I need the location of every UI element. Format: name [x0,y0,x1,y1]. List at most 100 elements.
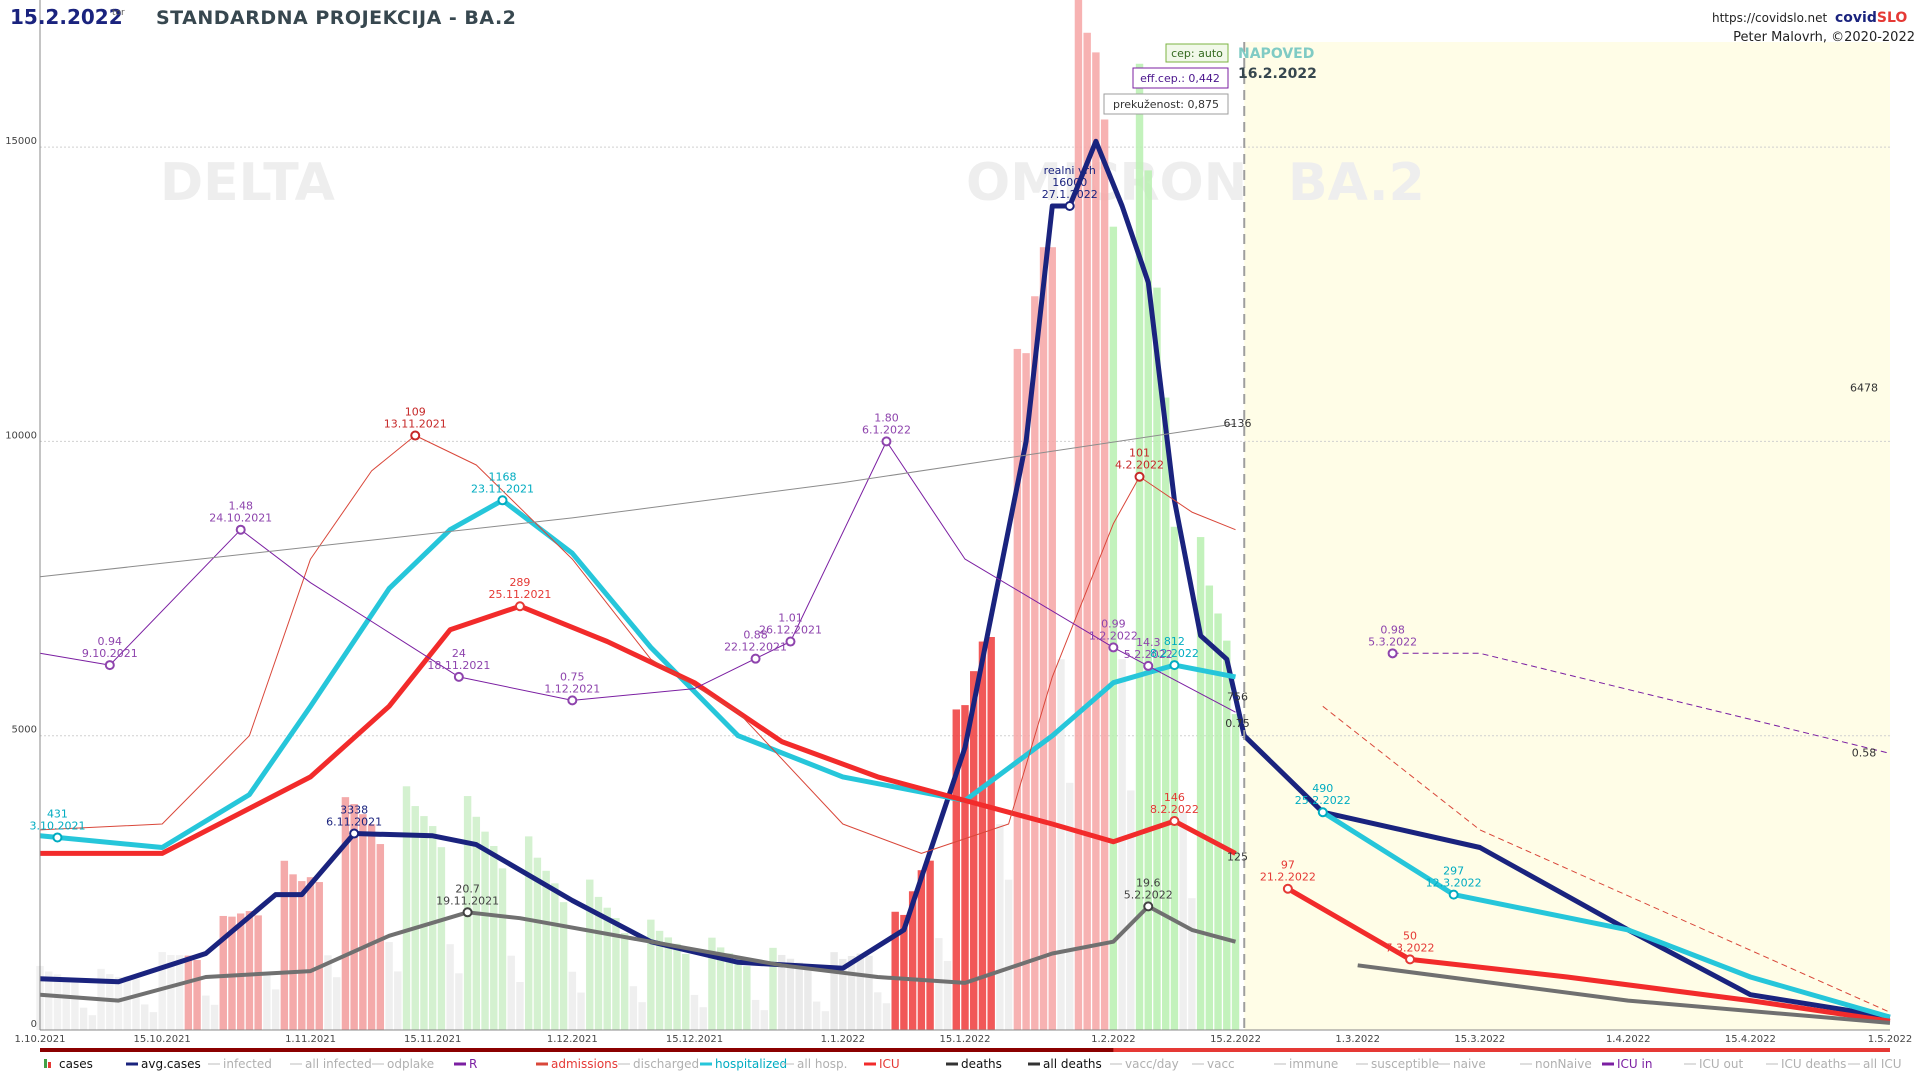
legend-label: ICU in [1617,1057,1652,1071]
annotation-text: 9.10.2021 [82,647,138,660]
legend-item-r[interactable]: R [454,1057,477,1071]
annotation: 0.949.10.2021 [82,635,138,671]
side-label: 0.58 [1852,746,1877,759]
annotation-text: 25.2.2022 [1295,794,1351,807]
legend-item-icuin[interactable]: ICU in [1602,1057,1652,1071]
x-tick-label: 1.3.2022 [1335,1034,1380,1045]
cases-bar [734,958,742,1030]
cases-bar [821,1011,830,1030]
legend-item-odplake[interactable]: odplake [372,1057,434,1071]
cases-bar [943,960,952,1030]
forecast-box-cep: cep: auto [1165,43,1229,63]
legend-item-susceptible[interactable]: susceptible [1356,1057,1439,1071]
legend-item-hospitalized[interactable]: hospitalized [700,1057,787,1071]
cases-bar [106,974,114,1030]
legend-item-icu[interactable]: ICU [864,1057,900,1071]
annotation-marker [235,524,246,535]
cases-bar [1092,52,1100,1030]
annotation-text: 50 [1403,929,1417,942]
legend-label: ICU deaths [1781,1057,1846,1071]
legend-item-alldeaths[interactable]: all deaths [1028,1057,1102,1071]
cases-bars [36,0,1240,1031]
legend-item-nonnaive[interactable]: nonNaive [1520,1057,1592,1071]
annotation-marker [462,907,473,918]
annotation-text: 21.2.2022 [1260,871,1316,884]
legend-label: vacc [1207,1057,1235,1071]
legend-item-avgcases[interactable]: avg.cases [126,1057,201,1071]
header-url: https://covidslo.net [1712,11,1828,25]
cases-bar [1013,348,1022,1030]
legend: cases avg.cases infected all infected odplak… [44,1057,1902,1071]
legend-item-infected[interactable]: infected [208,1057,272,1071]
annotation-marker [1064,201,1075,211]
cases-bar [306,877,315,1030]
x-tick-label: 1.5.2022 [1868,1034,1913,1045]
cases-bar [341,797,350,1030]
forecast-box-cep-text: cep: auto [1171,47,1223,60]
cases-bar [411,806,419,1030]
legend-item-cases[interactable]: cases [44,1057,93,1071]
legend-item-deaths[interactable]: deaths [946,1057,1002,1071]
legend-item-icudeaths[interactable]: ICU deaths [1766,1057,1846,1071]
legend-item-naive[interactable]: naive [1438,1057,1486,1071]
annotation-text: 146 [1164,791,1185,804]
cases-bar [437,847,446,1030]
annotation-text: 24 [452,647,466,660]
cases-bar [978,641,987,1030]
cases-bar [1074,0,1083,1031]
cases-bar [516,982,524,1030]
cases-bar [167,955,175,1030]
legend-item-allinfected[interactable]: all infected [290,1057,372,1071]
annotation-text: 0.94 [98,635,123,648]
annotation: 0.751.12.2021 [544,670,600,706]
legend-label: all deaths [1043,1057,1102,1071]
cases-bar [1179,811,1187,1030]
annotation-text: 16000 [1052,176,1087,189]
cases-bar [315,882,323,1030]
annotation: 19.65.2.2022 [1124,876,1173,912]
annotation-text: 18.11.2021 [427,659,490,672]
legend-item-vaccday[interactable]: vacc/day [1110,1057,1179,1071]
annotation-marker [349,828,360,839]
annotation-text: 12.3.2022 [1426,877,1482,890]
annotation: 0.991.2.2022 [1089,617,1138,653]
legend-item-discharged[interactable]: discharged [618,1057,699,1071]
cases-bar [908,891,917,1030]
legend-label: naive [1453,1057,1486,1071]
annotation-marker [1143,901,1154,912]
annotation-text: 19.11.2021 [436,894,499,907]
legend-item-icuout[interactable]: ICU out [1684,1057,1743,1071]
legend-item-vacc[interactable]: vacc [1192,1057,1235,1071]
cases-bar [350,804,358,1030]
header-date-suffix: tor [112,8,125,18]
cases-bar [559,902,568,1030]
cases-bar [158,952,166,1030]
legend-label: admissions [551,1057,618,1071]
cases-bar [751,999,760,1030]
y-tick-label: 0 [31,1019,37,1030]
cases-bar [1031,296,1039,1030]
cases-bar [359,814,367,1030]
legend-label: cases [59,1057,93,1071]
legend-item-allhosp[interactable]: all hosp. [782,1057,847,1071]
series-line-admissions [39,435,1236,854]
cases-bar [280,860,289,1030]
cases-bar [638,1002,646,1030]
annotation-marker [1448,889,1459,900]
cases-bar [551,883,559,1030]
legend-label: susceptible [1371,1057,1439,1071]
series-lines [39,138,1891,1025]
x-tick-label: 15.2.2022 [1210,1034,1261,1045]
legend-item-admissions[interactable]: admissions [536,1057,618,1071]
cases-bar [402,786,411,1030]
legend-item-allicu[interactable]: all ICU [1848,1057,1902,1071]
annotation-marker [1282,883,1293,894]
annotation-text: 5.3.2022 [1368,635,1417,648]
annotation-text: 0.88 [743,629,768,642]
annotation-text: 27.1.2022 [1042,188,1098,201]
legend-item-immune[interactable]: immune [1274,1057,1338,1071]
x-tick-label: 1.10.2021 [15,1034,66,1045]
cases-bar [952,709,960,1030]
